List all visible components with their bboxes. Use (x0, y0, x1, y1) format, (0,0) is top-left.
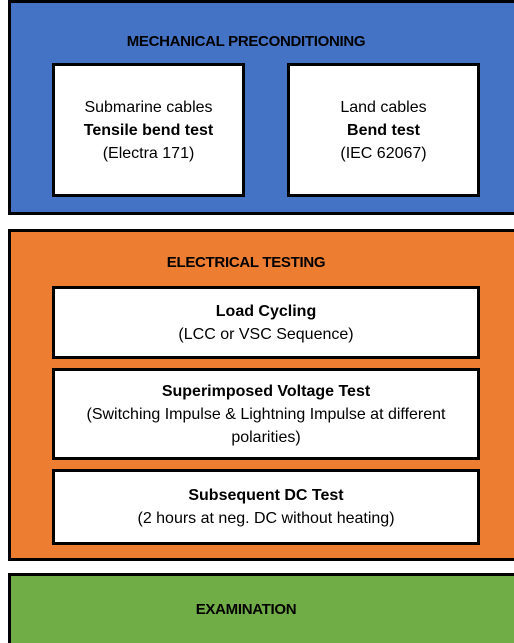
section-title: EXAMINATION (195, 601, 297, 618)
section-title: ELECTRICAL TESTING (166, 254, 326, 271)
box-name: Subsequent DC Test (188, 487, 344, 504)
test-box: Subsequent DC Test (2 hours at neg. DC w… (52, 469, 480, 545)
box-name: Tensile bend test (83, 121, 214, 139)
test-box: Land cables Bend test (IEC 62067) (287, 63, 480, 197)
box-detail: (IEC 62067) (340, 144, 427, 162)
test-box: Superimposed Voltage Test (Switching Imp… (52, 368, 480, 460)
test-box: Load Cycling (LCC or VSC Sequence) (52, 286, 480, 359)
box-name: Load Cycling (215, 302, 317, 320)
box-detail: (2 hours at neg. DC without heating) (137, 510, 395, 527)
box-detail: (LCC or VSC Sequence) (178, 325, 354, 343)
electrical-section: ELECTRICAL TESTING Load Cycling (LCC or … (8, 229, 514, 561)
box-category: Submarine cables (84, 98, 213, 116)
box-detail: (Switching Impulse & Lightning Impulse a… (86, 405, 446, 446)
mechanical-section: MECHANICAL PRECONDITIONING Submarine cab… (8, 0, 514, 215)
box-category: Land cables (340, 98, 427, 116)
box-detail: (Electra 171) (102, 144, 195, 162)
examination-section: EXAMINATION (8, 573, 514, 643)
box-name: Bend test (347, 121, 420, 139)
section-title: MECHANICAL PRECONDITIONING (126, 33, 366, 50)
test-box: Submarine cables Tensile bend test (Elec… (52, 63, 245, 197)
box-name: Superimposed Voltage Test (161, 382, 371, 400)
